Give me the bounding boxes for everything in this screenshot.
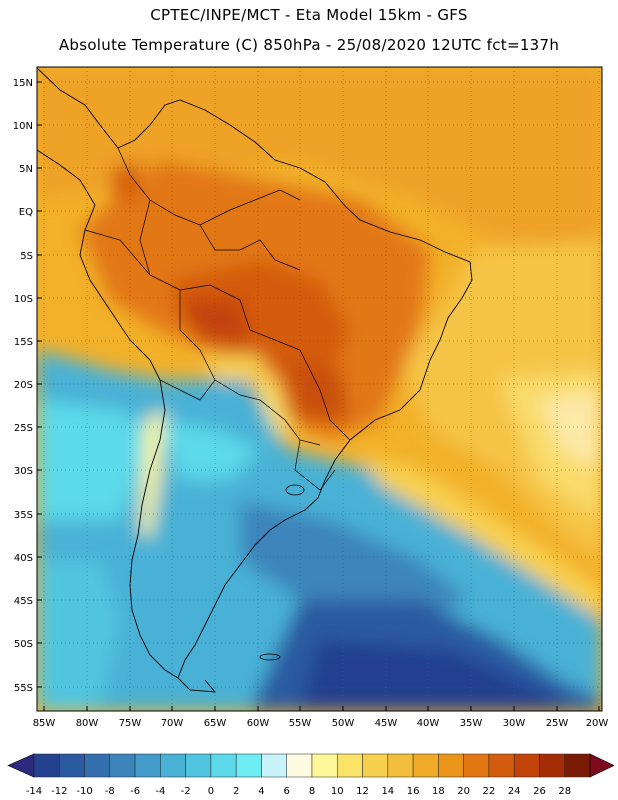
lat-lon-grid: [37, 67, 602, 711]
colorbar-tick-label: 22: [483, 786, 496, 797]
colorbar-tick-label: 28: [558, 786, 571, 797]
colorbar-tick-label: -6: [130, 786, 140, 797]
lon-label: 75W: [119, 718, 142, 729]
lat-label: 5N: [19, 164, 33, 175]
lon-label: 45W: [375, 718, 398, 729]
colorbar-swatch: [362, 753, 389, 778]
lat-label: 40S: [14, 553, 33, 564]
country-borders: [84, 147, 351, 491]
lat-label: 5S: [20, 251, 33, 262]
lon-label: 70W: [161, 718, 184, 729]
lat-label: 50S: [14, 639, 33, 650]
coastline: [37, 67, 473, 693]
colorbar-tick-label: 4: [258, 786, 264, 797]
colorbar-tick-label: 10: [331, 786, 344, 797]
lon-label: 25W: [546, 718, 569, 729]
lat-label: 10N: [13, 121, 33, 132]
colorbar-swatch: [387, 753, 414, 778]
lat-label: 30S: [14, 466, 33, 477]
colorbar-swatch: [438, 753, 464, 778]
lat-label: 15S: [14, 337, 33, 348]
islands: [259, 484, 305, 661]
colorbar-tick-label: -10: [76, 786, 92, 797]
lat-label: 15N: [13, 78, 33, 89]
latitude-labels: 15N 10N 5N EQ 5S 10S 15S 20S 25S 30S 35S…: [13, 78, 33, 694]
lat-label: 20S: [14, 380, 33, 391]
lon-label: 55W: [289, 718, 312, 729]
colorbar-tick-label: -4: [155, 786, 165, 797]
axis-ticks: [37, 81, 600, 711]
temperature-field: [37, 67, 602, 711]
lat-label: 25S: [14, 423, 33, 434]
colorbar-swatch: [235, 753, 262, 778]
map-frame: [36, 66, 603, 712]
colorbar-tick-label: 18: [432, 786, 445, 797]
chart-subtitle: Absolute Temperature (C) 850hPa - 25/08/…: [58, 36, 560, 54]
colorbar-tick-label: 14: [381, 786, 394, 797]
colorbar-tick-label: -14: [26, 786, 42, 797]
colorbar-tick-label: 8: [309, 786, 315, 797]
colorbar-tick-label: 26: [533, 786, 546, 797]
lon-label: 80W: [76, 718, 99, 729]
lat-label: EQ: [19, 207, 33, 218]
colorbar-tick-label: -12: [51, 786, 67, 797]
lon-label: 60W: [247, 718, 270, 729]
colorbar-swatch: [311, 753, 338, 778]
lon-label: 85W: [33, 718, 56, 729]
chart-title: CPTEC/INPE/MCT - Eta Model 15km - GFS: [150, 6, 468, 24]
colorbar-swatch: [160, 753, 186, 778]
lat-label: 55S: [14, 683, 33, 694]
colorbar-tick-label: 16: [407, 786, 420, 797]
colorbar-swatch: [210, 753, 237, 778]
lon-label: 35W: [460, 718, 483, 729]
colorbar-swatch: [539, 753, 565, 778]
colorbar-swatch: [463, 753, 490, 778]
lat-label: 45S: [14, 596, 33, 607]
colorbar-swatch: [564, 753, 591, 778]
colorbar-swatch: [185, 753, 212, 778]
colorbar-underflow-arrow: [7, 753, 35, 778]
colorbar-swatch: [59, 753, 85, 778]
lon-label: 50W: [332, 718, 355, 729]
colorbar-tick-label: -8: [105, 786, 115, 797]
colorbar-tick-label: 20: [457, 786, 470, 797]
lon-label: 40W: [417, 718, 440, 729]
colorbar-swatch: [261, 753, 287, 778]
colorbar-tick-label: -2: [181, 786, 191, 797]
longitude-labels: 85W 80W 75W 70W 65W 60W 55W 50W 45W 40W …: [33, 718, 609, 729]
colorbar-swatch: [84, 753, 111, 778]
colorbar-tick-label: 12: [356, 786, 369, 797]
colorbar-swatch: [412, 753, 439, 778]
colorbar-swatch: [337, 753, 363, 778]
lon-label: 20W: [586, 718, 609, 729]
colorbar-tick-label: 2: [233, 786, 239, 797]
colorbar-tick-label: 24: [508, 786, 521, 797]
colorbar-overflow-arrow: [589, 753, 615, 778]
colorbar-legend: -14 -12 -10 -8 -6 -4 -2 0 2 4 6 8 10 12 14 16 18 20 22 24 26…: [7, 753, 615, 797]
lon-label: 30W: [503, 718, 526, 729]
lon-label: 65W: [204, 718, 227, 729]
lat-label: 35S: [14, 510, 33, 521]
colorbar-swatch: [513, 753, 540, 778]
colorbar-tick-label: 6: [284, 786, 290, 797]
colorbar-swatch: [134, 753, 161, 778]
lat-label: 10S: [14, 294, 33, 305]
colorbar-swatch: [286, 753, 313, 778]
colorbar-tick-label: 0: [208, 786, 214, 797]
colorbar-swatch: [488, 753, 515, 778]
colorbar-swatch: [33, 753, 60, 778]
colorbar-swatch: [109, 753, 136, 778]
